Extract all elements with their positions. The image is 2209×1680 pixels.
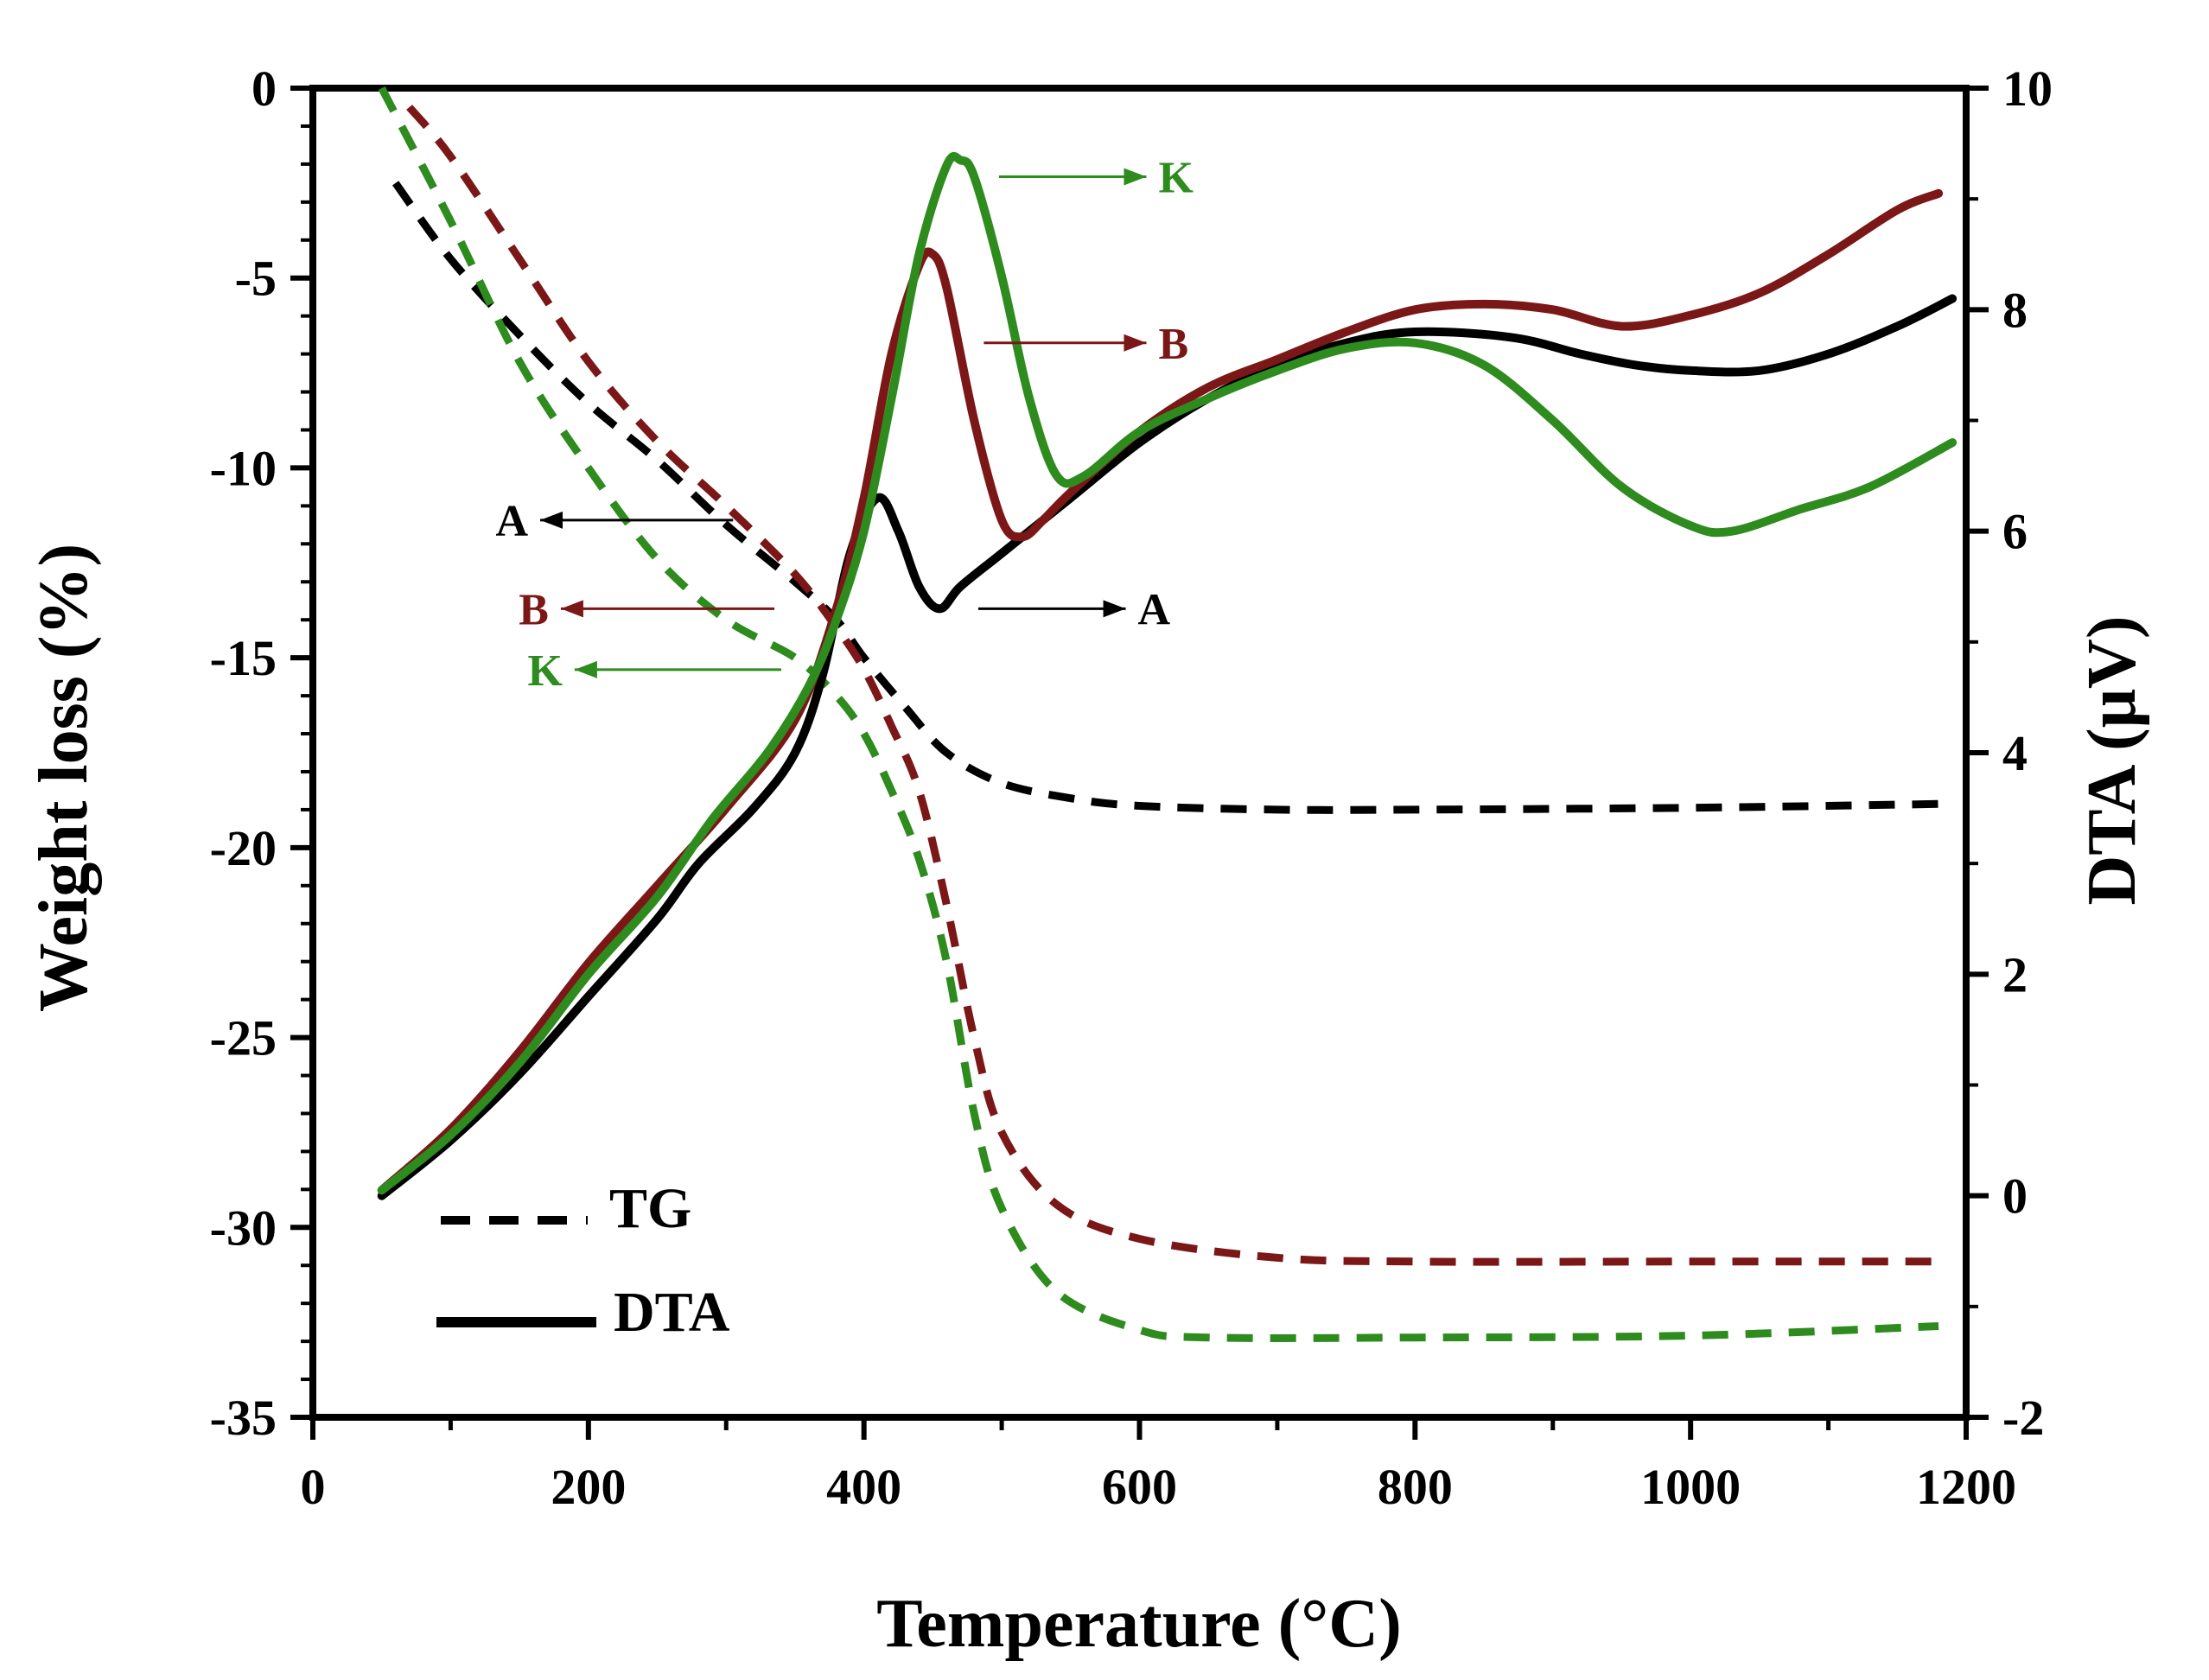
x-tick-label: 0 bbox=[301, 1459, 326, 1515]
annotation-b-right: B bbox=[984, 320, 1188, 369]
annotation-arrow-head bbox=[560, 600, 583, 618]
annotation-label: A bbox=[495, 497, 528, 546]
annotation-a-right: A bbox=[977, 585, 1171, 634]
right-y-tick-label: 10 bbox=[2002, 60, 2053, 117]
annotation-label: B bbox=[1158, 320, 1188, 369]
annotation-a-left: A bbox=[495, 497, 734, 546]
right-y-tick-label: 8 bbox=[2002, 282, 2028, 338]
left-y-tick-label: -10 bbox=[210, 440, 277, 496]
legend: TG DTA bbox=[436, 1177, 730, 1344]
annotation-arrow-head bbox=[540, 511, 563, 529]
left-y-axis-ticks: 0 -5 -10 -15 -20 -25 -30 -35 bbox=[210, 60, 313, 1446]
annotation-label: K bbox=[527, 646, 563, 696]
x-tick-label: 400 bbox=[826, 1459, 901, 1515]
annotation-arrow-head bbox=[1124, 168, 1147, 186]
series-layer bbox=[377, 86, 1958, 1342]
right-y-tick-label: 0 bbox=[2002, 1168, 2028, 1225]
legend-label-dta: DTA bbox=[614, 1281, 730, 1344]
annotation-label: B bbox=[519, 585, 549, 634]
legend-label-tg: TG bbox=[609, 1177, 691, 1240]
annotation-arrow-head bbox=[574, 660, 597, 678]
annotation-arrow-head bbox=[1124, 334, 1147, 352]
x-tick-label: 800 bbox=[1378, 1459, 1453, 1515]
right-y-tick-label: 6 bbox=[2002, 504, 2028, 560]
left-y-tick-label: -30 bbox=[210, 1200, 277, 1256]
right-y-tick-label: 4 bbox=[2002, 725, 2028, 781]
left-y-tick-label: -20 bbox=[210, 820, 277, 876]
series-dta-a bbox=[377, 294, 1958, 1200]
annotation-label: K bbox=[1158, 154, 1194, 203]
left-y-tick-label: -5 bbox=[235, 251, 277, 307]
series-tg-k bbox=[378, 86, 1939, 1342]
right-y-tick-label: -2 bbox=[2002, 1390, 2044, 1446]
left-y-tick-label: -15 bbox=[210, 630, 277, 686]
right-y-tick-label: 2 bbox=[2002, 946, 2028, 1002]
right-y-axis-title: DTA (μV) bbox=[2074, 616, 2150, 906]
annotation-b-left: B bbox=[519, 585, 775, 634]
left-y-axis-title: Weight loss (%) bbox=[26, 544, 102, 1012]
left-y-tick-label: 0 bbox=[251, 60, 277, 117]
x-tick-label: 1200 bbox=[1916, 1459, 2016, 1515]
right-y-axis-ticks: 10 8 6 4 2 0 -2 bbox=[1966, 60, 2053, 1446]
annotation-arrow-head bbox=[1103, 600, 1126, 618]
annotation-k-left: K bbox=[527, 646, 782, 696]
series-dta-k bbox=[377, 151, 1958, 1195]
left-y-tick-label: -35 bbox=[210, 1390, 277, 1446]
left-y-tick-label: -25 bbox=[210, 1010, 277, 1066]
x-axis-title: Temperature (°C) bbox=[876, 1586, 1401, 1662]
annotation-k-right: K bbox=[998, 154, 1194, 203]
x-tick-label: 1000 bbox=[1640, 1459, 1741, 1515]
x-axis-ticks: 0 200 400 600 800 1000 1200 bbox=[301, 1417, 2016, 1515]
x-tick-label: 600 bbox=[1102, 1459, 1177, 1515]
x-tick-label: 200 bbox=[551, 1459, 626, 1515]
series-tg-b bbox=[406, 105, 1939, 1266]
annotation-label: A bbox=[1138, 585, 1171, 634]
series-tg-a bbox=[392, 181, 1939, 814]
